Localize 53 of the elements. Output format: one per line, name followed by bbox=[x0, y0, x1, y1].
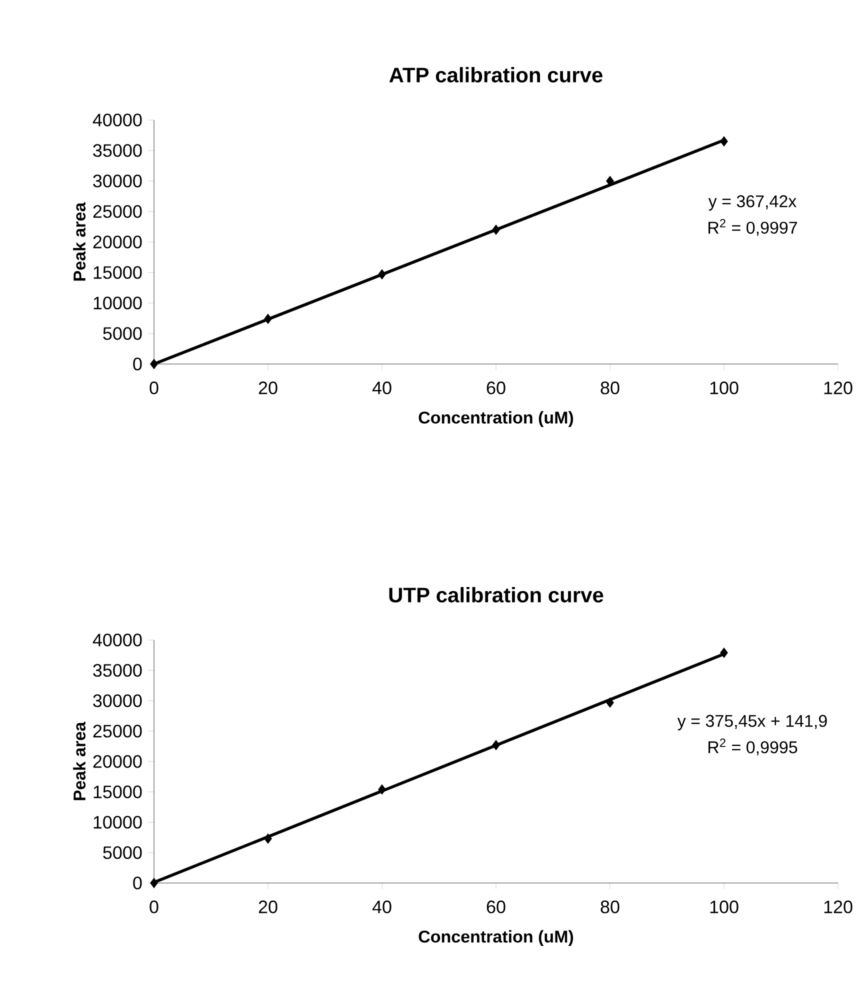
y-tick-label: 0 bbox=[133, 358, 142, 370]
y-tick-label: 35000 bbox=[93, 144, 142, 157]
y-tick-label: 10000 bbox=[94, 816, 142, 829]
y-tick-label: 30000 bbox=[93, 174, 142, 188]
y-tick-label: 40000 bbox=[92, 634, 142, 646]
x-tick-label: 120 bbox=[824, 382, 852, 394]
point bbox=[264, 833, 272, 844]
point bbox=[378, 784, 386, 795]
x-tick-label: 40 bbox=[372, 382, 392, 394]
x-tick-label: 100 bbox=[710, 900, 738, 914]
x-tick-label: 80 bbox=[600, 382, 620, 394]
y-tick-label: 10000 bbox=[94, 296, 142, 310]
point bbox=[378, 269, 386, 280]
annotation: R$^{2}$ = 0,9995 bbox=[708, 738, 798, 756]
point bbox=[150, 878, 158, 888]
y-tick-label: 15000 bbox=[94, 786, 142, 798]
point bbox=[150, 358, 158, 370]
x-tick-label: 0 bbox=[150, 382, 158, 394]
x-tick-label: 20 bbox=[258, 900, 278, 914]
y-tick-label: 0 bbox=[133, 876, 142, 890]
x-tick-label: 80 bbox=[600, 900, 620, 914]
y-tick-label: 35000 bbox=[93, 664, 142, 677]
point bbox=[492, 740, 500, 750]
point bbox=[720, 136, 728, 147]
annotation: y = 375,45x + 141,9 bbox=[677, 714, 827, 730]
y-tick-label: 15000 bbox=[94, 266, 142, 279]
y-tick-label: 40000 bbox=[92, 114, 142, 126]
point bbox=[720, 648, 728, 658]
x-tick-label: 60 bbox=[486, 382, 506, 394]
x-tick-label: 100 bbox=[710, 382, 738, 394]
x-tick-label: 40 bbox=[372, 900, 392, 914]
y-tick-label: 25000 bbox=[93, 205, 142, 218]
x-tick-label: 120 bbox=[824, 900, 852, 914]
point bbox=[606, 697, 614, 708]
y-tick-label: 30000 bbox=[93, 694, 142, 708]
chart-title: ATP calibration curve bbox=[389, 67, 602, 82]
annotation: y = 367,42x bbox=[708, 195, 796, 211]
y-tick-label: 25000 bbox=[93, 724, 142, 738]
x-axis-title: Concentration (uM) bbox=[418, 411, 574, 427]
y-tick-label: 5000 bbox=[103, 846, 142, 860]
x-tick-label: 0 bbox=[150, 900, 158, 914]
y-tick-label: 5000 bbox=[103, 327, 142, 340]
y-tick-label: 20000 bbox=[93, 755, 142, 768]
x-tick-label: 20 bbox=[258, 382, 278, 394]
y-tick-label: 20000 bbox=[93, 236, 142, 248]
point bbox=[264, 314, 272, 324]
x-tick-label: 60 bbox=[486, 900, 506, 914]
chart-title: UTP calibration curve bbox=[389, 587, 604, 602]
point bbox=[492, 224, 500, 236]
y-axis-title: Peak area bbox=[73, 202, 86, 281]
annotation: R$^{2}$ = 0,9997 bbox=[708, 218, 798, 236]
x-axis-title: Concentration (uM) bbox=[418, 930, 574, 946]
y-axis-title: Peak area bbox=[73, 722, 86, 800]
